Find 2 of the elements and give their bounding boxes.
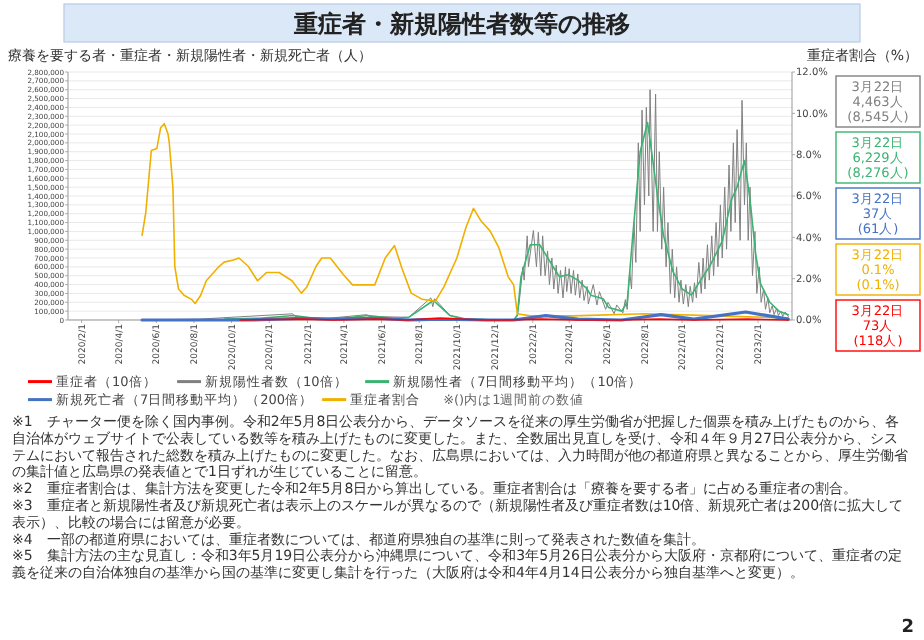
chart-title: 重症者・新規陽性者数等の推移 — [292, 10, 630, 38]
text: 2 — [901, 618, 914, 638]
